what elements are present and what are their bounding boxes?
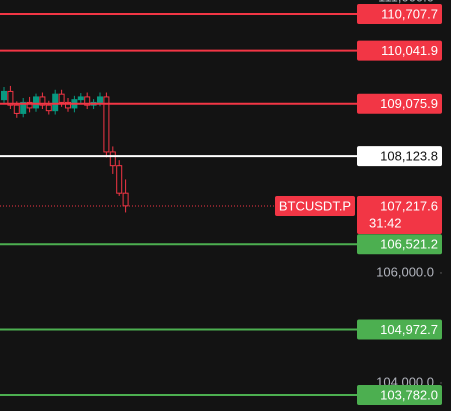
candle-body (26, 101, 33, 109)
last-price-label: 107,217.6 (380, 198, 438, 213)
candle-body (116, 165, 123, 194)
price-level-box (357, 319, 442, 340)
last-price-box (357, 195, 442, 234)
candle-body (33, 96, 39, 109)
y-tick-label: 111,000.0 (378, 0, 434, 4)
candle-body (97, 96, 103, 103)
candle-body (39, 96, 46, 106)
candle-body (20, 101, 27, 114)
candle-body (103, 96, 110, 153)
candle-body (122, 192, 129, 207)
candle-body (45, 104, 52, 112)
symbol-box (275, 195, 355, 216)
candle-body (65, 101, 71, 109)
price-level-label: 110,707.7 (381, 6, 438, 21)
price-level-label: 108,123.8 (380, 149, 438, 164)
price-level-label: 103,782.0 (380, 387, 438, 402)
price-level-box (357, 40, 442, 61)
symbol-label: BTCUSDT.P (279, 198, 351, 213)
price-level-label: 109,075.9 (380, 96, 438, 111)
price-level-label: 104,972.7 (380, 322, 438, 337)
candle-body (109, 151, 116, 167)
countdown-label: 31:42 (369, 215, 402, 230)
price-level-box (357, 3, 442, 24)
price-level-label: 110,041.9 (381, 43, 438, 58)
candle-body (58, 93, 65, 103)
candle-body (77, 96, 84, 101)
candle-body (84, 96, 91, 106)
price-level-box (357, 234, 442, 255)
candle-body (1, 90, 7, 101)
candle-body (13, 104, 20, 114)
price-level-box (357, 384, 442, 405)
candle-body (7, 90, 14, 106)
price-level-label: 106,521.2 (380, 237, 438, 252)
y-tick-label: 106,000.0 (376, 264, 434, 279)
price-level-box (357, 146, 442, 167)
price-level-box (357, 93, 442, 114)
candle-body (52, 93, 59, 112)
